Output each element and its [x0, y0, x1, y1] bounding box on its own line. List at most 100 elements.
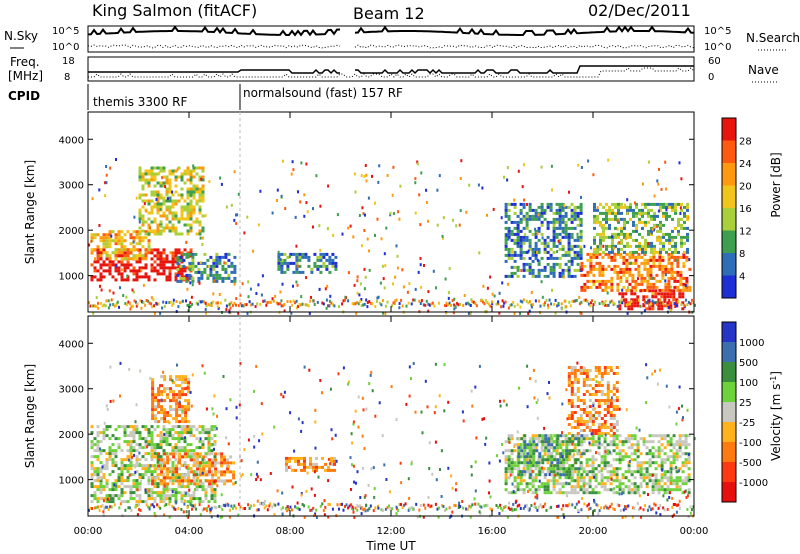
heatmap-cell [280, 265, 283, 269]
heatmap-cell [682, 276, 686, 280]
heatmap-cell [171, 193, 175, 197]
heatmap-cell [642, 182, 644, 186]
heatmap-cell [546, 485, 550, 489]
heatmap-cell [150, 458, 154, 462]
heatmap-cell [213, 500, 217, 504]
heatmap-cell [193, 479, 197, 483]
heatmap-cell [522, 262, 526, 266]
heatmap-cell [215, 276, 219, 280]
heatmap-cell [513, 202, 517, 206]
heatmap-cell [590, 301, 592, 305]
heatmap-cell [298, 252, 302, 256]
heatmap-cell [643, 279, 647, 283]
heatmap-cell [591, 464, 595, 468]
heatmap-cell [567, 274, 571, 278]
heatmap-cell [633, 434, 637, 438]
heatmap-cell [141, 446, 145, 450]
heatmap-cell [364, 275, 367, 279]
heatmap-cell [544, 446, 548, 450]
heatmap-cell [546, 244, 550, 248]
heatmap-cell [181, 375, 185, 379]
heatmap-cell [205, 464, 209, 468]
heatmap-cell [241, 304, 244, 308]
heatmap-cell [96, 233, 100, 237]
heatmap-cell [160, 375, 164, 379]
heatmap-cell [565, 481, 568, 485]
heatmap-cell [184, 479, 188, 483]
heatmap-cell [108, 236, 112, 240]
heatmap-cell [567, 372, 571, 375]
heatmap-cell [117, 473, 121, 477]
heatmap-cell [114, 494, 118, 498]
heatmap-cell [651, 227, 654, 231]
heatmap-cell [123, 233, 127, 237]
heatmap-cell [212, 264, 216, 268]
heatmap-cell [129, 251, 133, 255]
heatmap-cell [185, 273, 189, 277]
heatmap-cell [467, 311, 470, 315]
heatmap-cell [93, 485, 97, 489]
heatmap-cell [174, 211, 178, 215]
heatmap-cell [186, 494, 190, 498]
heatmap-cell [417, 270, 420, 274]
heatmap-cell [663, 473, 667, 477]
heatmap-cell [645, 301, 648, 304]
heatmap-cell [174, 184, 178, 188]
heatmap-cell [319, 379, 322, 382]
heatmap-cell [546, 223, 550, 227]
heatmap-cell [198, 229, 202, 233]
heatmap-cell [507, 247, 511, 251]
heatmap-cell [681, 434, 685, 438]
heatmap-cell [504, 458, 508, 462]
heatmap-cell [683, 490, 686, 494]
heatmap-cell [552, 485, 556, 489]
heatmap-cell [102, 513, 105, 517]
heatmap-cell [516, 488, 520, 492]
heatmap-cell [223, 458, 227, 462]
heatmap-cell [486, 301, 489, 305]
heatmap-cell [102, 476, 106, 480]
heatmap-cell [586, 270, 590, 274]
heatmap-cell [645, 446, 649, 450]
heatmap-cell [651, 304, 655, 308]
heatmap-cell [651, 295, 655, 299]
heatmap-cell [666, 434, 670, 438]
heatmap-cell [623, 223, 626, 227]
heatmap-cell [611, 208, 614, 212]
heatmap-cell [117, 479, 121, 483]
heatmap-cell [175, 479, 179, 483]
heatmap-cell [153, 269, 157, 273]
heatmap-cell [186, 449, 190, 453]
heatmap-cell [126, 443, 130, 447]
heatmap-cell [672, 298, 676, 302]
heatmap-cell [233, 218, 236, 222]
heatmap-cell [138, 236, 142, 240]
heatmap-cell [120, 479, 124, 483]
heatmap-cell [597, 429, 601, 432]
heatmap-cell [684, 434, 688, 438]
heatmap-cell [538, 458, 542, 462]
heatmap-cell [204, 437, 208, 441]
heatmap-cell [683, 304, 686, 308]
heatmap-cell [549, 265, 553, 269]
heatmap-cell [186, 455, 190, 459]
heatmap-cell [543, 217, 547, 221]
heatmap-cell [588, 411, 592, 414]
heatmap-cell [210, 494, 214, 498]
heatmap-cell [644, 205, 647, 209]
heatmap-cell [687, 479, 691, 483]
heatmap-cell [150, 248, 154, 252]
heatmap-cell [177, 193, 181, 197]
heatmap-cell [316, 255, 320, 259]
heatmap-cell [188, 267, 192, 271]
heatmap-cell [189, 187, 193, 191]
heatmap-cell [359, 299, 362, 303]
heatmap-cell [237, 311, 240, 315]
heatmap-cell [526, 470, 530, 474]
heatmap-cell [555, 235, 559, 239]
heatmap-cell [192, 190, 196, 194]
heatmap-cell [556, 446, 560, 450]
heatmap-cell [510, 491, 514, 495]
heatmap-cell [525, 482, 529, 486]
heatmap-cell [102, 485, 106, 489]
